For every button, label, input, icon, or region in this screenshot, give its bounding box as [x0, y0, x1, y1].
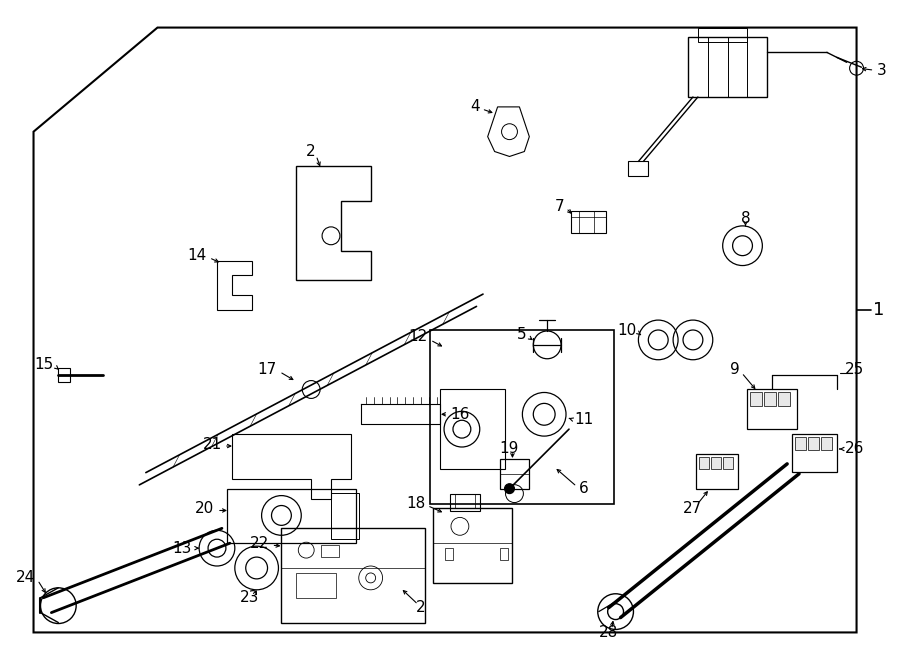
Bar — [440, 389, 505, 469]
Text: 2: 2 — [306, 144, 316, 159]
Text: 21: 21 — [202, 436, 222, 451]
Bar — [688, 38, 768, 97]
Text: 28: 28 — [599, 625, 618, 640]
Text: 2: 2 — [416, 600, 425, 615]
Text: 18: 18 — [406, 496, 425, 511]
Text: 19: 19 — [500, 442, 519, 457]
Bar — [430, 330, 614, 504]
Bar — [571, 211, 606, 233]
Text: 20: 20 — [194, 501, 214, 516]
Text: 23: 23 — [240, 590, 259, 605]
Bar — [433, 508, 512, 583]
Bar — [699, 457, 709, 469]
Bar — [628, 161, 648, 176]
Text: 15: 15 — [34, 357, 53, 372]
Bar — [821, 437, 832, 450]
Bar — [282, 528, 425, 623]
Text: 14: 14 — [188, 248, 207, 263]
Text: 26: 26 — [845, 442, 864, 457]
Bar — [751, 393, 762, 407]
Text: 13: 13 — [173, 541, 193, 556]
Text: 11: 11 — [574, 412, 593, 427]
Bar — [778, 393, 790, 407]
Text: 24: 24 — [16, 570, 35, 586]
Text: 8: 8 — [741, 212, 751, 227]
Bar — [723, 457, 733, 469]
Text: 3: 3 — [877, 63, 886, 78]
Text: 5: 5 — [517, 327, 526, 342]
Bar — [227, 488, 356, 543]
Bar — [792, 434, 837, 472]
Text: 27: 27 — [683, 501, 703, 516]
Text: 6: 6 — [579, 481, 589, 496]
Bar — [696, 454, 738, 488]
Text: 16: 16 — [450, 407, 470, 422]
Bar — [450, 494, 480, 512]
Bar — [58, 368, 70, 381]
Bar — [321, 545, 339, 557]
Text: 9: 9 — [730, 362, 740, 377]
Circle shape — [505, 484, 515, 494]
Text: 10: 10 — [617, 323, 636, 338]
Bar — [711, 457, 721, 469]
Bar — [698, 28, 748, 42]
Bar — [764, 393, 776, 407]
Text: 22: 22 — [250, 535, 269, 551]
Text: 1: 1 — [873, 301, 884, 319]
Bar — [808, 437, 819, 450]
Bar — [296, 573, 336, 598]
Bar — [795, 437, 806, 450]
Text: 17: 17 — [257, 362, 276, 377]
Bar — [748, 389, 797, 429]
Text: 4: 4 — [470, 99, 480, 114]
Text: 7: 7 — [554, 198, 564, 214]
Bar — [500, 459, 529, 488]
Bar — [331, 492, 359, 539]
Text: 25: 25 — [845, 362, 864, 377]
Bar — [445, 548, 453, 560]
Bar — [500, 548, 508, 560]
Text: 12: 12 — [408, 329, 427, 344]
